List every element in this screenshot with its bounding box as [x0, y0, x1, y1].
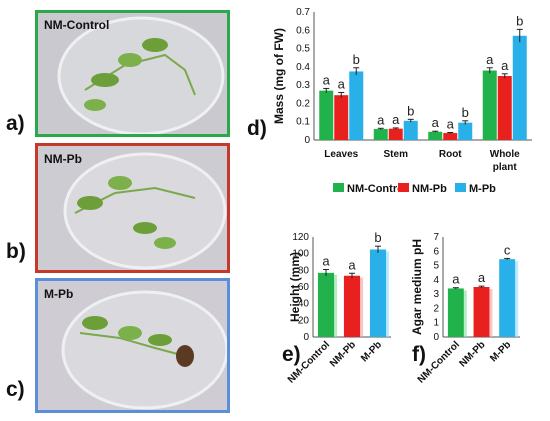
y-tick-label: 0.5: [296, 44, 310, 55]
significance-letter: b: [462, 105, 469, 120]
panel-letter-e: e): [282, 343, 301, 366]
photo-label-m-pb: M-Pb: [44, 287, 74, 301]
bar: [497, 76, 512, 140]
y-tick-label: 0.7: [296, 7, 310, 18]
y-axis-title: Height (mm): [288, 252, 302, 322]
significance-letter: a: [486, 52, 494, 67]
significance-letter: b: [374, 230, 381, 245]
bar: [512, 35, 527, 141]
bar: [458, 122, 473, 140]
plant-photo-nm-pb: [35, 143, 230, 273]
y-axis-title: Mass (mg of FW): [272, 28, 286, 124]
panel-letter-f: f): [412, 343, 426, 366]
bar: [403, 120, 418, 140]
x-category-label: plant: [493, 162, 518, 173]
y-tick-label: 0.2: [296, 98, 310, 109]
x-category-label: NM-Pb: [457, 339, 487, 369]
legend-swatch: [455, 183, 466, 192]
panel-letter-d: d): [247, 117, 267, 140]
y-tick-label: 4: [433, 275, 439, 286]
bar: [499, 259, 516, 337]
y-tick-label: 1: [433, 318, 439, 329]
significance-letter: b: [407, 103, 414, 118]
y-tick-label: 0.4: [296, 62, 310, 73]
x-category-label: M-Pb: [359, 339, 384, 364]
y-tick-label: 0: [304, 135, 310, 146]
y-tick-label: 0.1: [296, 117, 310, 128]
bar: [319, 90, 334, 140]
significance-letter: a: [447, 117, 455, 132]
significance-letter: a: [501, 58, 509, 73]
photo-nm-control: [35, 10, 230, 137]
legend-label: NM-Pb: [412, 183, 447, 195]
panel-letter-b: b): [6, 240, 26, 263]
bar: [373, 129, 388, 140]
significance-letter: b: [353, 52, 360, 67]
panel-letter-a: a): [6, 112, 25, 135]
photo-label-nm-pb: NM-Pb: [44, 152, 82, 166]
y-tick-label: 80: [298, 265, 310, 276]
bar: [447, 288, 464, 337]
y-tick-label: 60: [298, 282, 310, 293]
significance-letter: a: [392, 112, 400, 127]
significance-letter: a: [338, 76, 346, 91]
y-tick-label: 20: [298, 315, 310, 326]
y-tick-label: 2: [433, 303, 439, 314]
photo-nm-pb: [35, 143, 230, 273]
x-category-label: NM-Pb: [328, 339, 358, 369]
bar: [443, 133, 458, 140]
significance-letter: a: [322, 254, 330, 269]
y-tick-label: 0.3: [296, 80, 310, 91]
significance-letter: a: [348, 257, 356, 272]
y-axis-title: Agar medium pH: [410, 239, 424, 335]
y-tick-label: 120: [292, 232, 309, 243]
significance-letter: a: [377, 112, 385, 127]
photo-label-nm-control: NM-Control: [44, 18, 110, 32]
bar: [482, 70, 497, 140]
bar: [473, 287, 490, 337]
photo-m-pb: [35, 278, 230, 413]
y-tick-label: 100: [292, 249, 309, 260]
y-tick-label: 3: [433, 289, 439, 300]
legend-label: M-Pb: [469, 183, 496, 195]
bar: [428, 131, 443, 140]
y-tick-label: 0: [433, 332, 439, 343]
x-category-label: Stem: [384, 149, 409, 160]
y-tick-label: 5: [433, 261, 439, 272]
x-category-label: Root: [439, 149, 462, 160]
significance-letter: a: [452, 272, 460, 287]
bar: [343, 275, 361, 337]
legend-swatch: [333, 183, 344, 192]
panel-letter-c: c): [6, 378, 25, 401]
bar: [317, 272, 335, 337]
bar: [334, 95, 349, 140]
legend-label: NM-Control: [347, 183, 407, 195]
y-tick-label: 0.6: [296, 25, 310, 36]
plant-photo-m-pb: [35, 278, 230, 413]
y-tick-label: 6: [433, 246, 439, 257]
y-tick-label: 0: [303, 332, 309, 343]
x-category-label: Whole: [490, 149, 520, 160]
bar: [369, 249, 387, 337]
legend-swatch: [398, 183, 409, 192]
bar: [349, 71, 364, 140]
significance-letter: a: [323, 72, 331, 87]
x-category-label: Leaves: [324, 149, 358, 160]
significance-letter: a: [478, 270, 486, 285]
significance-letter: b: [516, 13, 523, 28]
plant-photo-nm-control: [35, 10, 230, 137]
x-category-label: M-Pb: [488, 339, 513, 364]
significance-letter: c: [504, 242, 511, 257]
y-tick-label: 40: [298, 299, 310, 310]
bar: [388, 128, 403, 140]
y-tick-label: 7: [433, 232, 439, 243]
significance-letter: a: [432, 115, 440, 130]
